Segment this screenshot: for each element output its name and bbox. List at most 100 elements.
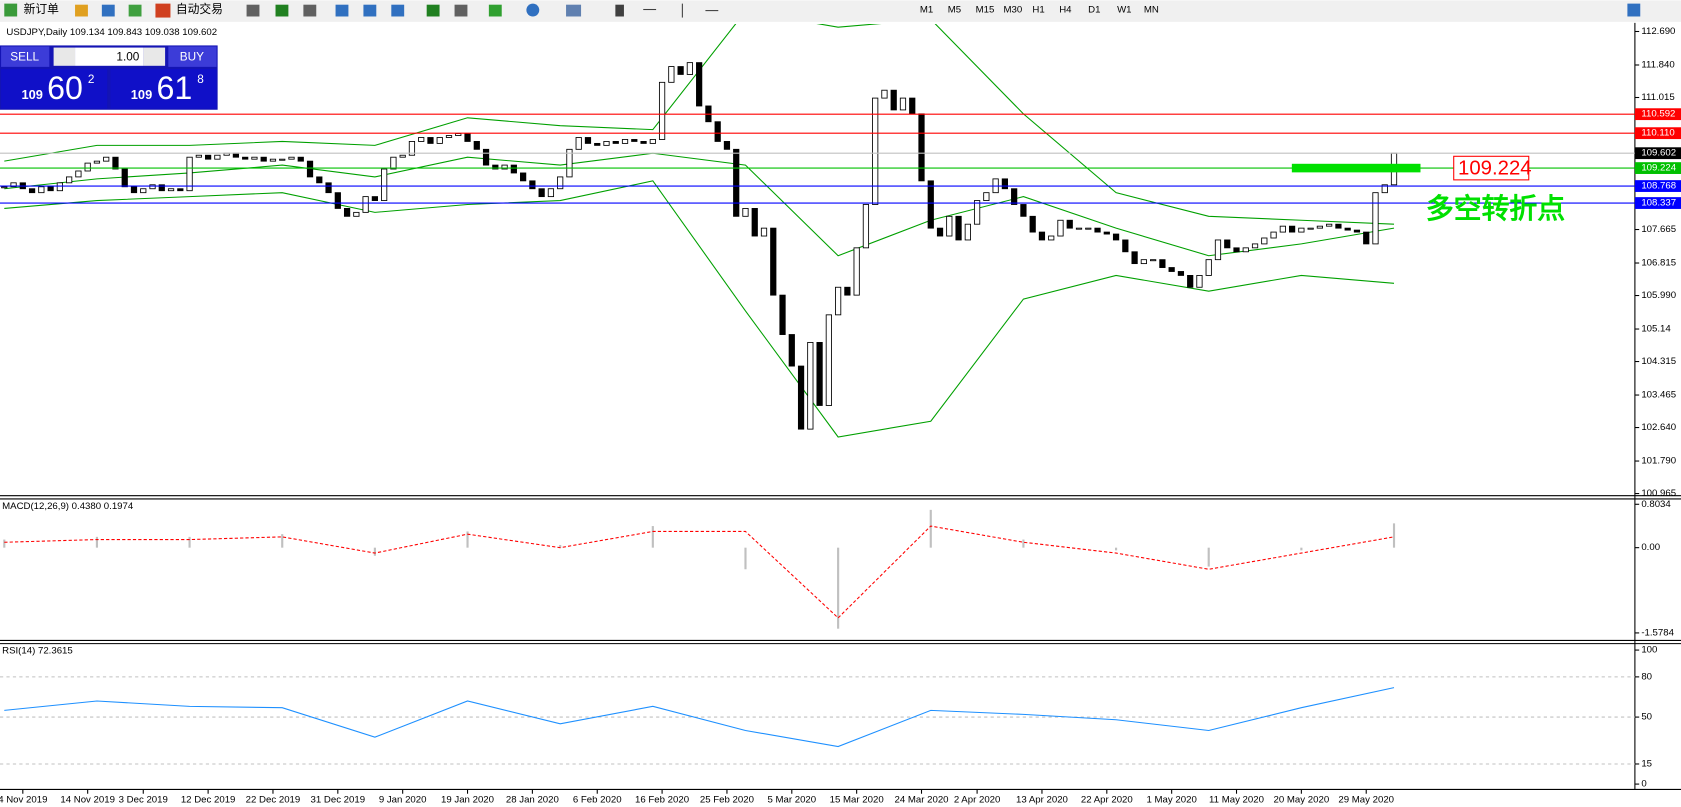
- candle: [269, 158, 277, 162]
- bid-fraction[interactable]: 2: [88, 73, 95, 86]
- bollinger-lower: [4, 180, 1395, 438]
- macd-bar: [929, 509, 932, 548]
- timeframe-button[interactable]: MN: [1144, 5, 1159, 16]
- tool-icon[interactable]: [488, 4, 502, 17]
- tool-icon[interactable]: [335, 4, 349, 17]
- macd-title: MACD(12,26,9) 0.4380 0.1974: [2, 501, 134, 512]
- sell-button[interactable]: [1, 46, 50, 67]
- y-tick-label: -1.5784: [1641, 627, 1674, 638]
- candle: [381, 168, 388, 201]
- candle: [538, 188, 545, 198]
- tool-icon[interactable]: [275, 4, 289, 17]
- candle: [668, 66, 675, 83]
- candle: [658, 81, 666, 140]
- bid-box[interactable]: [1, 69, 108, 109]
- candle: [482, 148, 490, 166]
- y-tick-label: 104.315: [1641, 356, 1676, 367]
- timeframe-button[interactable]: M1: [920, 5, 933, 16]
- candle: [232, 152, 240, 158]
- candle: [1159, 259, 1166, 268]
- candle: [686, 62, 693, 75]
- tool-icon[interactable]: [303, 4, 317, 17]
- y-tick-label: 103.465: [1641, 390, 1676, 401]
- candle: [723, 141, 731, 150]
- new-order-icon[interactable]: [4, 3, 18, 17]
- ask-fraction[interactable]: 8: [197, 73, 204, 86]
- y-tick-label: 107.665: [1641, 224, 1676, 235]
- tool-icon[interactable]: [363, 4, 377, 17]
- candle: [205, 154, 212, 160]
- candle: [816, 341, 823, 406]
- price-plot: [1, 23, 1398, 438]
- candle: [306, 160, 314, 178]
- candle: [38, 186, 45, 194]
- candle: [10, 182, 17, 188]
- tool-icon[interactable]: [526, 3, 540, 17]
- tool-icon[interactable]: [391, 4, 405, 17]
- candle: [714, 121, 721, 142]
- buy-label[interactable]: BUY: [180, 50, 204, 63]
- timeframe-button[interactable]: D1: [1088, 5, 1100, 16]
- timeframe-button[interactable]: H4: [1059, 5, 1072, 16]
- ask-box[interactable]: [110, 69, 217, 109]
- tool-icon[interactable]: [705, 10, 719, 12]
- price-label-bg: [1634, 127, 1681, 140]
- candle: [1066, 219, 1073, 229]
- tool-icon[interactable]: [615, 4, 624, 17]
- x-tick-label: 11 May 2020: [1209, 795, 1264, 806]
- bid-pips[interactable]: 60: [47, 70, 83, 106]
- auto-trading-button[interactable]: 自动交易: [176, 2, 223, 16]
- sell-label[interactable]: SELL: [10, 50, 39, 63]
- candle: [408, 141, 416, 156]
- buy-button[interactable]: [168, 46, 217, 67]
- tool-icon[interactable]: [426, 4, 440, 17]
- tool-icon[interactable]: [454, 4, 468, 17]
- tool-icon[interactable]: [681, 3, 683, 18]
- tool-icon[interactable]: [643, 8, 657, 11]
- lot-up[interactable]: [143, 47, 166, 66]
- bid-big[interactable]: 109: [21, 87, 42, 102]
- timeframe-button[interactable]: H1: [1032, 5, 1044, 16]
- tool-icon[interactable]: [566, 4, 582, 17]
- candle: [427, 137, 434, 144]
- marker-box: [1453, 155, 1530, 181]
- tool-icon[interactable]: [128, 4, 142, 17]
- ask-big[interactable]: 109: [131, 87, 152, 102]
- candle: [1363, 231, 1370, 245]
- candle: [1057, 219, 1064, 237]
- lot-field[interactable]: [75, 47, 144, 66]
- bollinger-middle: [4, 152, 1395, 257]
- price-label: 108.337: [1641, 198, 1676, 209]
- candle: [1270, 231, 1277, 239]
- rsi-line: [4, 687, 1395, 748]
- candle: [1168, 267, 1175, 272]
- candle: [103, 156, 110, 162]
- tool-icon[interactable]: [75, 4, 88, 17]
- timeframe-button[interactable]: M30: [1003, 5, 1022, 16]
- tool-icon[interactable]: [246, 4, 260, 17]
- candle: [603, 141, 610, 146]
- timeframe-button[interactable]: W1: [1117, 5, 1131, 16]
- candle: [853, 247, 860, 296]
- x-tick-label: 24 Mar 2020: [894, 795, 948, 806]
- candle: [899, 97, 907, 111]
- timeframe-button[interactable]: M15: [976, 5, 995, 16]
- lot-value[interactable]: 1.00: [116, 50, 139, 63]
- timeframe-button[interactable]: M5: [948, 5, 961, 16]
- candle: [1029, 215, 1036, 233]
- ask-pips[interactable]: 61: [157, 70, 193, 106]
- new-order-button[interactable]: 新订单: [24, 2, 60, 16]
- search-icon[interactable]: [1627, 3, 1641, 17]
- candle: [1, 186, 8, 189]
- y-tick-label: 100: [1641, 645, 1657, 656]
- tool-icon[interactable]: [101, 4, 115, 17]
- candle: [1196, 275, 1203, 288]
- macd-bar: [744, 547, 747, 570]
- price-label-bg: [1634, 197, 1681, 209]
- toolbar: [0, 0, 1681, 22]
- y-tick-label: 50: [1641, 712, 1652, 723]
- macd-bar: [837, 547, 840, 629]
- candle: [1372, 192, 1379, 245]
- lot-down[interactable]: [53, 47, 76, 66]
- auto-trading-icon[interactable]: [155, 3, 171, 18]
